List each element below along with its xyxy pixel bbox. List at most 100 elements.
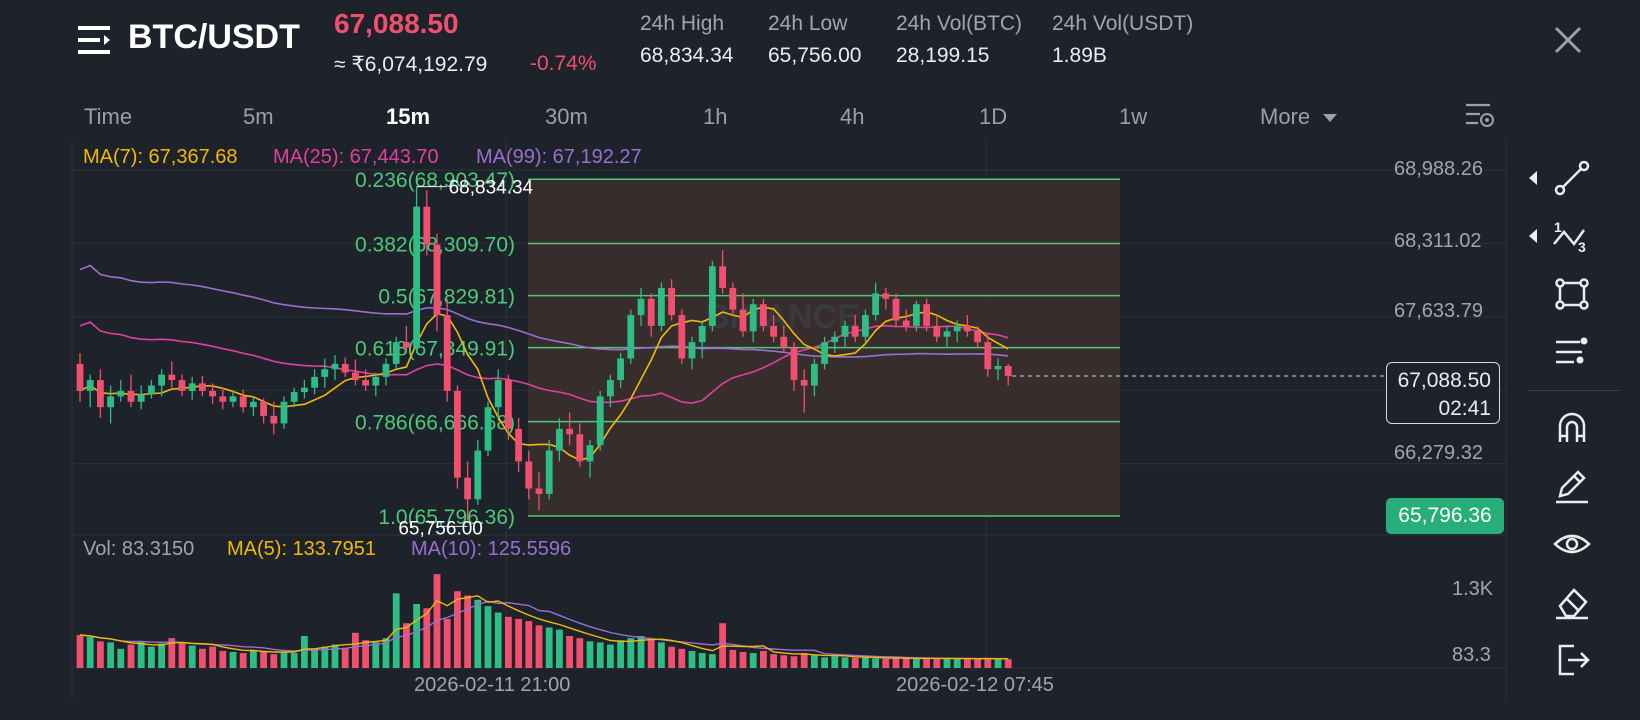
candle-body: [617, 358, 624, 381]
stat-label-24h-vol-usdt: 24h Vol(USDT): [1052, 12, 1194, 35]
ma7-legend: MA(7): 67,367.68: [83, 146, 238, 168]
tab-1d[interactable]: 1D: [979, 104, 1008, 129]
candle-body: [535, 488, 543, 494]
eraser-tool[interactable]: [1552, 582, 1592, 622]
volume-bar: [127, 644, 135, 668]
candle-body: [953, 325, 961, 332]
candle-body: [321, 369, 329, 377]
exit-drawing-tool[interactable]: [1552, 640, 1592, 680]
volume-bar: [443, 618, 451, 668]
tab-more[interactable]: More: [1260, 104, 1338, 130]
fib-level-label: 1.0(65,796.36): [378, 506, 515, 529]
candle-body: [127, 390, 135, 402]
volume-bar: [260, 650, 267, 668]
candle-body: [290, 392, 298, 402]
parallel-lines-tool[interactable]: [1552, 332, 1592, 372]
volume-bar: [709, 654, 716, 668]
tab-4h[interactable]: 4h: [840, 104, 865, 129]
candle-body: [107, 396, 114, 408]
volume-bar: [525, 621, 533, 668]
volume-axis-label: 1.3K: [1452, 578, 1494, 600]
volume-bar: [637, 636, 645, 668]
tab-1w[interactable]: 1w: [1119, 104, 1148, 129]
candle-body: [780, 336, 788, 348]
candle-body: [525, 461, 533, 489]
candle-body: [331, 363, 339, 370]
trend-line-expand-icon[interactable]: [1528, 170, 1538, 191]
candle-body: [862, 315, 869, 337]
rectangle-tool[interactable]: [1552, 274, 1592, 314]
volume-bar: [688, 650, 696, 668]
fibonacci-expand-icon[interactable]: [1528, 228, 1538, 249]
stat-value-24h-vol-usdt: 1.89B: [1052, 44, 1107, 67]
volume-bar: [290, 653, 298, 668]
ma7-line: [79, 306, 1009, 461]
volume-bar: [607, 644, 614, 668]
candle-body: [902, 320, 910, 326]
volume-bar: [545, 627, 553, 668]
stat-label-24h-high: 24h High: [640, 12, 725, 35]
visibility-toggle[interactable]: [1552, 524, 1592, 564]
candle-body: [882, 293, 890, 299]
volume-bar: [596, 642, 604, 668]
candle-body: [260, 401, 267, 416]
menu-icon[interactable]: [78, 24, 114, 56]
candle-body: [668, 287, 675, 316]
pair-selector[interactable]: BTC/USDT: [128, 18, 300, 56]
volume-bar: [362, 640, 369, 668]
trend-line-tool[interactable]: [1552, 158, 1592, 198]
trend-line-icon: [1554, 160, 1590, 196]
volume-bar: [749, 653, 757, 668]
tab-15m[interactable]: 15m: [386, 104, 431, 129]
tab-5m[interactable]: 5m: [243, 104, 274, 129]
tab-time[interactable]: Time: [84, 104, 133, 129]
magnet-tool[interactable]: [1552, 408, 1592, 448]
volume-bar: [668, 646, 675, 668]
candle-body: [484, 407, 492, 451]
stat-value-24h-high: 68,834.34: [640, 44, 734, 67]
candle-body: [913, 304, 920, 326]
stat-value-24h-low: 65,756.00: [768, 44, 862, 67]
volume-bar: [392, 593, 400, 668]
chart-settings-icon[interactable]: [1464, 101, 1496, 131]
candle-body: [341, 363, 349, 373]
candle-body: [443, 315, 451, 391]
volume-bar: [454, 591, 461, 668]
stat-label-24h-low: 24h Low: [768, 12, 848, 35]
y-axis-label: 68,311.02: [1394, 230, 1482, 252]
candle-body: [117, 390, 125, 397]
candle-body: [515, 428, 522, 462]
candle-body: [596, 396, 604, 446]
tab-30m[interactable]: 30m: [545, 104, 588, 129]
volume-bar: [811, 655, 818, 668]
high-marker-label: 68,834.34: [449, 178, 534, 199]
volume-bar: [994, 658, 1002, 668]
candle-body: [97, 380, 104, 408]
close-icon[interactable]: [1552, 24, 1584, 56]
candle-body: [984, 342, 992, 370]
tab-1h[interactable]: 1h: [703, 104, 728, 129]
volume-bar: [831, 656, 839, 668]
candle-body: [413, 206, 420, 348]
candle-body: [566, 428, 573, 435]
candle-body: [229, 396, 237, 402]
volume-bar: [780, 655, 788, 668]
y-axis-label: 67,633.79: [1394, 300, 1483, 322]
volume-bar: [168, 638, 176, 668]
candle-body: [362, 380, 369, 386]
volume-bar: [953, 658, 961, 668]
volume-bar: [872, 658, 879, 668]
volume-bar: [250, 649, 257, 668]
volume-bar: [627, 638, 635, 668]
volume-bar: [892, 657, 900, 668]
volume-bar: [413, 604, 420, 668]
volume-ma5-line: [79, 595, 1009, 660]
candle-body: [464, 477, 471, 500]
volume-bar: [851, 657, 859, 668]
candle-body: [494, 380, 502, 408]
candle-body: [576, 434, 584, 462]
candle-body: [933, 325, 941, 337]
pencil-tool[interactable]: [1552, 466, 1592, 506]
